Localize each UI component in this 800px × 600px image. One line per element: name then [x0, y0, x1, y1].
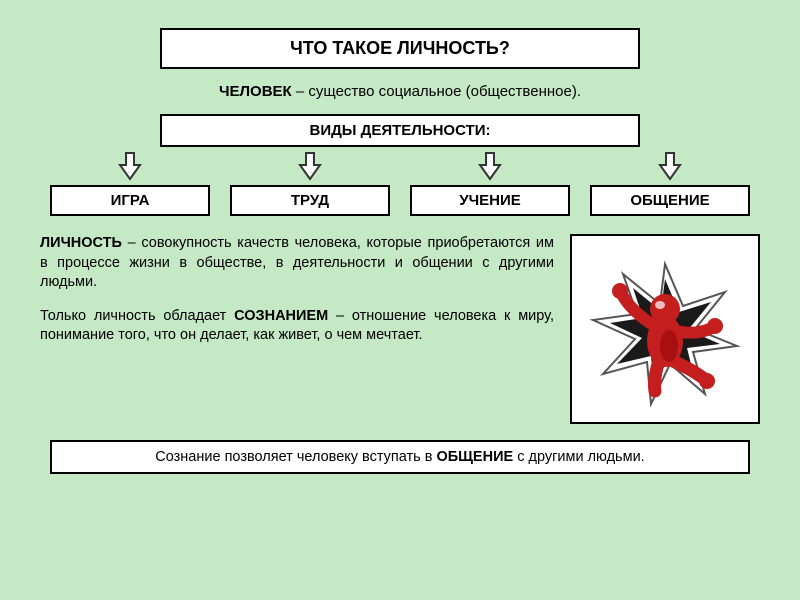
- title-text: ЧТО ТАКОЕ ЛИЧНОСТЬ?: [290, 38, 510, 58]
- footer-pre: Сознание позволяет человеку вступать в: [155, 449, 436, 465]
- activity-communication: ОБЩЕНИЕ: [590, 185, 750, 216]
- para1-bold: ЛИЧНОСТЬ: [40, 235, 122, 251]
- footer-bold: ОБЩЕНИЕ: [436, 449, 513, 465]
- arrow-down-icon: [656, 151, 684, 181]
- activity-label: ИГРА: [111, 192, 150, 209]
- activity-work: ТРУД: [230, 185, 390, 216]
- red-figure-icon: [575, 239, 755, 419]
- activity-study: УЧЕНИЕ: [410, 185, 570, 216]
- illustration-box: [570, 234, 760, 424]
- arrows-row: [50, 151, 750, 181]
- footer-box: Сознание позволяет человеку вступать в О…: [50, 440, 750, 474]
- subtitle: ЧЕЛОВЕК – существо социальное (обществен…: [40, 83, 760, 100]
- activity-play: ИГРА: [50, 185, 210, 216]
- activity-types-box: ВИДЫ ДЕЯТЕЛЬНОСТИ:: [160, 114, 640, 147]
- activity-label: ТРУД: [291, 192, 329, 209]
- consciousness-paragraph: Только личность обладает СОЗНАНИЕМ – отн…: [40, 307, 554, 346]
- arrow-down-icon: [296, 151, 324, 181]
- arrow-down-icon: [476, 151, 504, 181]
- activity-label: ОБЩЕНИЕ: [630, 192, 709, 209]
- definition-paragraph: ЛИЧНОСТЬ – совокупность качеств человека…: [40, 234, 554, 293]
- types-label: ВИДЫ ДЕЯТЕЛЬНОСТИ:: [310, 122, 491, 139]
- activity-label: УЧЕНИЕ: [459, 192, 521, 209]
- footer-rest: с другими людьми.: [513, 449, 645, 465]
- title-box: ЧТО ТАКОЕ ЛИЧНОСТЬ?: [160, 28, 640, 69]
- body-row: ЛИЧНОСТЬ – совокупность качеств человека…: [40, 234, 760, 424]
- subtitle-rest: – существо социальное (общественное).: [292, 83, 581, 100]
- para2-bold: СОЗНАНИЕМ: [234, 308, 328, 324]
- activities-row: ИГРА ТРУД УЧЕНИЕ ОБЩЕНИЕ: [50, 185, 750, 216]
- body-text: ЛИЧНОСТЬ – совокупность качеств человека…: [40, 234, 554, 424]
- subtitle-bold: ЧЕЛОВЕК: [219, 83, 292, 100]
- para2-pre: Только личность обладает: [40, 308, 234, 324]
- arrow-down-icon: [116, 151, 144, 181]
